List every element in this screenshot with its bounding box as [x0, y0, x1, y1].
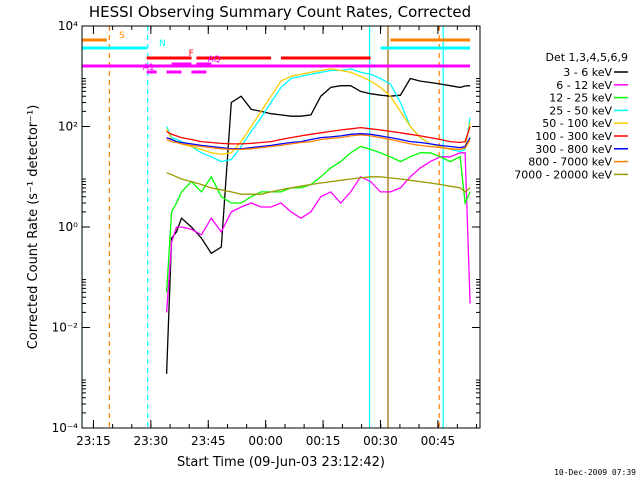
series-lines: [165, 68, 471, 374]
y-tick-label: 10²: [58, 120, 78, 134]
y-tick-label: 10⁻²: [52, 321, 79, 335]
legend-label: 6 - 12 keV: [556, 79, 612, 92]
flag-bar-label: AQ: [208, 55, 221, 65]
flag-bar-label: N: [159, 39, 166, 49]
legend-label: 100 - 300 keV: [535, 130, 612, 143]
x-tick-label: 00:00: [248, 434, 283, 448]
legend-label: 7000 - 20000 keV: [514, 168, 612, 181]
x-tick-label: 23:45: [191, 434, 226, 448]
flag-bar-label: S: [119, 31, 125, 41]
series-line: [166, 133, 471, 150]
series-line: [166, 68, 471, 155]
legend-label: 300 - 800 keV: [535, 143, 612, 156]
series-line: [165, 77, 471, 374]
series-line: [165, 152, 471, 313]
legend-label: 3 - 6 keV: [563, 66, 612, 79]
x-tick-label: 00:45: [421, 434, 456, 448]
x-tick-label: 00:30: [363, 434, 398, 448]
x-axis-label: Start Time (09-Jun-03 23:12:42): [177, 455, 385, 470]
legend-label: 12 - 25 keV: [549, 92, 612, 105]
series-line: [165, 145, 471, 293]
x-tick-label: 23:15: [76, 434, 111, 448]
footer-date: 10-Dec-2009 07:39: [554, 468, 636, 477]
series-line: [166, 172, 471, 195]
flag-bars: S N F AQ A1: [82, 31, 471, 74]
x-tick-label: 00:15: [306, 434, 341, 448]
legend-label: 25 - 50 keV: [549, 104, 612, 117]
flag-bar-label: F: [189, 49, 194, 59]
legend-header: Det 1,3,4,5,6,9: [545, 51, 628, 64]
chart-title: HESSI Observing Summary Count Rates, Cor…: [89, 3, 471, 21]
vertical-markers: [82, 26, 444, 428]
y-axis: 10⁻⁴ 10⁻² 10⁰ 10² 10⁴: [52, 19, 480, 435]
legend-label: 800 - 7000 keV: [528, 156, 612, 169]
series-line: [166, 134, 471, 151]
y-tick-label: 10⁻⁴: [52, 421, 79, 435]
y-tick-label: 10⁴: [58, 19, 78, 33]
series-line: [166, 126, 471, 145]
x-axis: 23:15 23:30 23:45 00:00 00:15 00:30 00:45: [76, 26, 478, 448]
flag-bar-label: A1: [143, 63, 155, 73]
plot-frame: [81, 25, 481, 429]
y-tick-label: 10⁰: [58, 220, 78, 234]
legend-label: 50 - 100 keV: [542, 117, 612, 130]
x-tick-label: 23:30: [134, 434, 169, 448]
y-axis-label: Corrected Count Rate (s⁻¹ detector⁻¹): [26, 105, 41, 350]
